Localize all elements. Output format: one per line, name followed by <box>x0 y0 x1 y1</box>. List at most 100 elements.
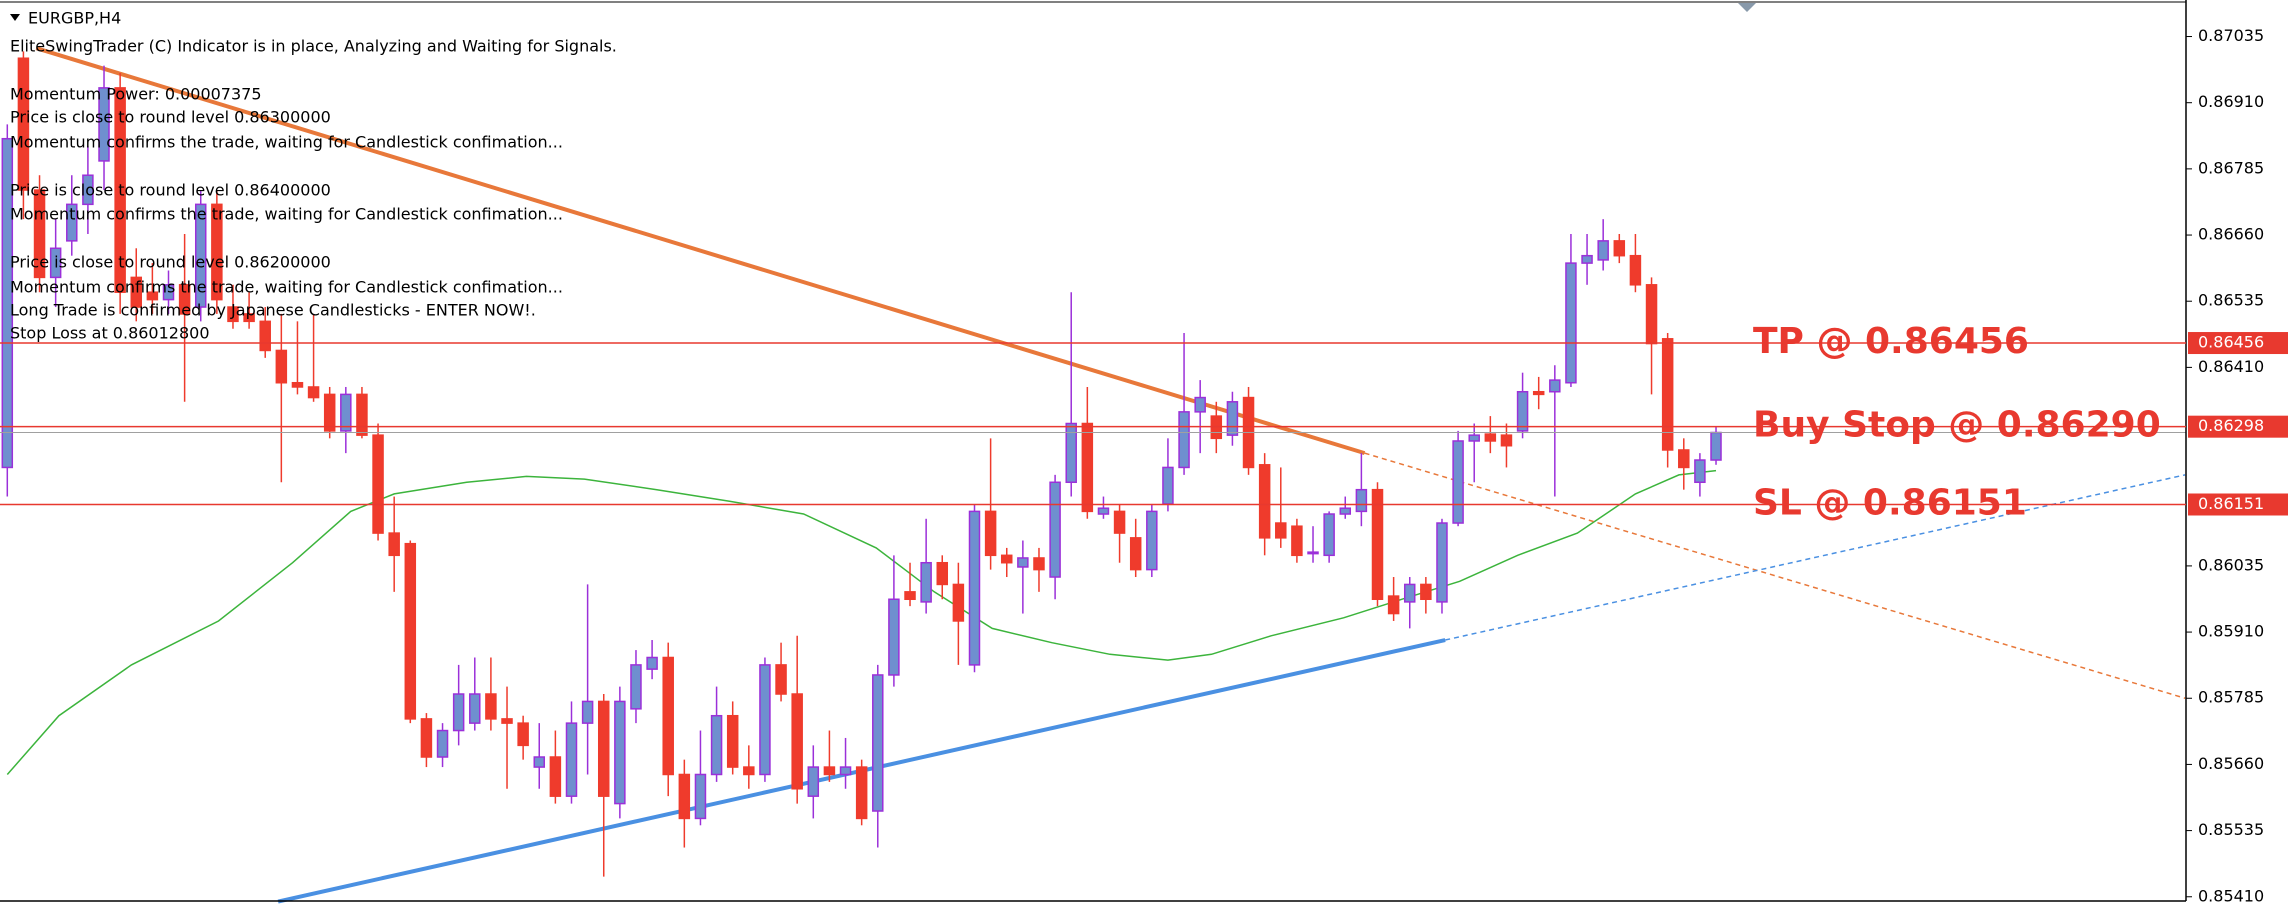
candle-body <box>114 87 126 293</box>
candle-body <box>1194 396 1206 413</box>
candle-body <box>227 306 239 323</box>
trendline <box>1364 452 2186 699</box>
candle-body <box>581 700 594 724</box>
candle-body <box>904 591 916 601</box>
candle-body <box>485 693 497 720</box>
candle-body <box>1500 434 1513 447</box>
info-line: Price is close to round level 0.86200000 <box>10 253 331 272</box>
candle-body <box>1049 481 1061 578</box>
candle-body <box>1323 513 1335 557</box>
candle-body <box>1613 240 1626 257</box>
price-label: 0.86298 <box>2198 416 2264 435</box>
candle-body <box>178 284 191 315</box>
candle-body <box>1065 422 1077 484</box>
y-tick-label: 0.85910 <box>2198 622 2264 641</box>
info-line: Stop Loss at 0.86012800 <box>10 324 210 343</box>
level-annotation: TP @ 0.86456 <box>1753 321 2029 362</box>
candle-body <box>1484 433 1497 442</box>
y-tick-label: 0.86910 <box>2198 92 2264 111</box>
candle-body <box>597 700 610 797</box>
candle-body <box>807 766 820 797</box>
info-line: Momentum confirms the trade, waiting for… <box>10 133 563 152</box>
candle-body <box>17 57 30 191</box>
candle-body <box>259 320 271 352</box>
candle-body <box>1258 464 1271 539</box>
candle-body <box>211 203 223 301</box>
candle-body <box>162 284 175 301</box>
candle-body <box>146 291 159 301</box>
candle-body <box>1097 507 1110 515</box>
candle-body <box>1516 390 1529 432</box>
candle-body <box>1355 488 1368 513</box>
candle-body <box>920 561 932 603</box>
candle-body <box>66 203 78 242</box>
y-tick-label: 0.86785 <box>2198 158 2264 177</box>
candle-body <box>404 542 417 720</box>
candle-body <box>872 674 884 812</box>
candle-body <box>1307 551 1319 555</box>
candle-body <box>1532 390 1545 396</box>
candle-body <box>194 203 207 308</box>
price-label-box <box>2188 332 2288 355</box>
y-tick-label: 0.85785 <box>2198 688 2264 707</box>
candle-body <box>420 718 433 758</box>
candle-body <box>372 434 384 534</box>
candle-body <box>291 381 304 388</box>
info-line: Long Trade is confirmed by Japanese Cand… <box>10 301 536 320</box>
candle-body <box>1129 537 1142 571</box>
candle-body <box>1403 583 1416 603</box>
candle-body <box>1436 522 1448 603</box>
candle-body <box>130 276 143 308</box>
candle-body <box>388 532 400 557</box>
candle-body <box>82 174 94 206</box>
candle-body <box>646 656 658 670</box>
candle-body <box>1678 449 1690 469</box>
candle-body <box>1226 401 1239 436</box>
candle-body <box>839 766 852 776</box>
candle-body <box>1468 434 1480 442</box>
candle-body <box>1420 583 1432 601</box>
candle-body <box>1033 557 1045 571</box>
info-line: Price is close to round level 0.86300000 <box>10 108 331 127</box>
candle-body <box>1710 431 1722 461</box>
level-annotation: SL @ 0.86151 <box>1753 482 2027 523</box>
price-label: 0.86151 <box>2198 494 2264 513</box>
candle-body <box>952 583 965 622</box>
candle-body <box>436 729 449 758</box>
candle-body <box>678 773 691 820</box>
candle-body <box>1113 510 1126 534</box>
price-label: 0.86456 <box>2198 333 2264 352</box>
price-label-box <box>2188 415 2288 438</box>
candle-body <box>1694 459 1706 484</box>
info-line: Momentum confirms the trade, waiting for… <box>10 205 563 224</box>
candle-body <box>1645 284 1658 345</box>
candle-body <box>759 664 771 776</box>
candle-body <box>1081 422 1094 513</box>
candle-body <box>984 510 997 557</box>
candle-body <box>49 247 62 279</box>
info-line: Price is close to round level 0.86400000 <box>10 181 331 200</box>
moving-average <box>6 469 1717 775</box>
candle-body <box>33 189 46 279</box>
candle-body <box>452 693 465 732</box>
candle-body <box>307 386 320 399</box>
shift-marker <box>1738 3 1756 12</box>
candle-body <box>1017 557 1029 568</box>
candle-body <box>340 393 352 432</box>
candle-body <box>726 714 739 768</box>
candle-body <box>710 714 723 776</box>
candle-body <box>855 766 868 820</box>
chart-title: EURGBP,H4 <box>28 9 121 28</box>
y-tick-label: 0.86660 <box>2198 225 2264 244</box>
candle-body <box>1162 466 1174 505</box>
candle-body <box>323 393 336 432</box>
trendline <box>1445 474 2186 641</box>
candle-body <box>630 664 642 710</box>
candle-body <box>501 718 513 724</box>
y-tick-label: 0.86410 <box>2198 357 2264 376</box>
candle-body <box>1549 379 1561 393</box>
plot-area <box>0 46 2186 904</box>
y-tick-label: 0.85660 <box>2198 754 2264 773</box>
